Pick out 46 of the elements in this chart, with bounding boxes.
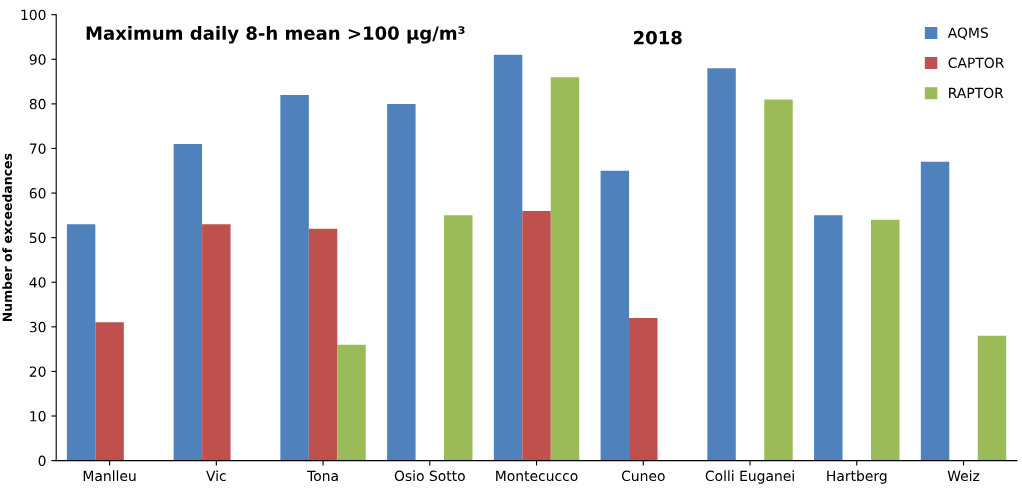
bar xyxy=(871,219,900,461)
bar xyxy=(600,170,630,461)
bar xyxy=(977,335,1007,461)
y-tick-label: 90 xyxy=(29,54,46,65)
text: Maximum daily 8-h mean >100 µg/m³ xyxy=(86,25,465,44)
legend-label: AQMS xyxy=(947,27,988,40)
annotation: 2018 xyxy=(634,30,682,45)
bar xyxy=(764,99,793,461)
bar xyxy=(387,103,416,461)
x-tick-label: Manlleu xyxy=(83,470,136,482)
bar xyxy=(337,344,366,461)
bar xyxy=(814,215,843,461)
bar xyxy=(707,68,736,461)
bar xyxy=(550,77,580,461)
x-tick-label: Weiz xyxy=(947,470,980,482)
y-tick-label: 30 xyxy=(29,321,46,333)
y-tick-label: 20 xyxy=(29,366,46,377)
y-tick-label: 10 xyxy=(30,410,46,422)
bar xyxy=(173,144,203,461)
bar xyxy=(444,215,473,461)
y-tick-label: 50 xyxy=(29,232,46,244)
y-axis-title: Number of exceedances xyxy=(2,153,12,322)
y-tick-label: 0 xyxy=(38,455,46,467)
legend-label: RAPTOR xyxy=(949,87,1004,99)
bar xyxy=(280,94,309,461)
y-tick-label: 100 xyxy=(21,9,46,21)
y-tick-label: 70 xyxy=(29,143,46,154)
bar xyxy=(522,210,551,461)
x-tick-label: Montecucco xyxy=(496,470,578,482)
bar xyxy=(202,224,231,461)
x-tick-label: Tona xyxy=(307,470,338,482)
y-tick-label: 80 xyxy=(29,98,46,110)
x-tick-label: Colli Euganei xyxy=(705,470,794,484)
bar xyxy=(493,54,523,461)
x-tick-label: Hartberg xyxy=(827,470,887,484)
y-tick-label: 40 xyxy=(29,277,46,288)
x-tick-label: Osio Sotto xyxy=(394,470,465,482)
bar xyxy=(308,228,338,461)
bar xyxy=(920,161,950,461)
bar xyxy=(66,224,96,461)
y-tick-label: 60 xyxy=(29,188,46,199)
x-tick-label: Cuneo xyxy=(621,470,665,482)
legend-label: CAPTOR xyxy=(948,57,1004,69)
bar xyxy=(95,322,124,461)
bar xyxy=(629,317,658,461)
x-tick-label: Vic xyxy=(206,470,226,482)
